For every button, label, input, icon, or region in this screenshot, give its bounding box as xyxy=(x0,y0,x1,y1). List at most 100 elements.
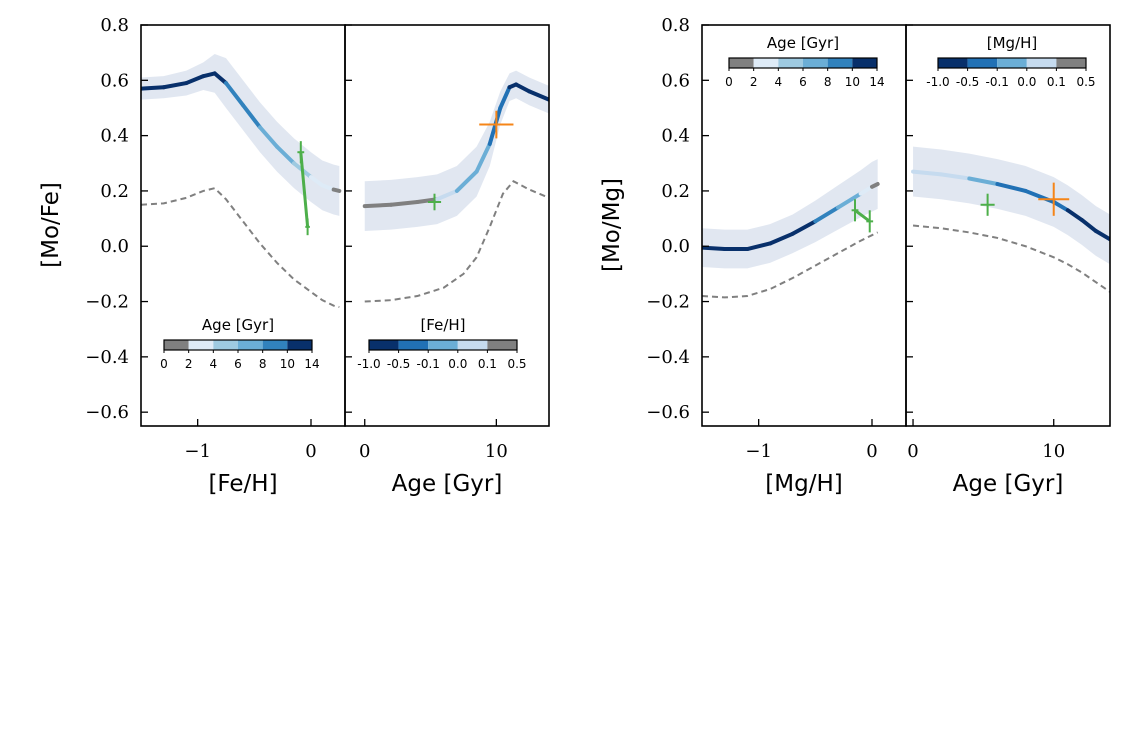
model-line-segment xyxy=(389,199,420,207)
model-line-segment xyxy=(745,241,772,252)
model-line-segment xyxy=(487,105,503,146)
colorbar-segment xyxy=(1056,58,1086,68)
right-ytick-label: 0.8 xyxy=(661,15,690,36)
left-y-ticks: 0.8 0.6 0.4 0.2 0.0 −0.2 −0.4 −0.6 xyxy=(85,15,129,423)
colorbar-segment xyxy=(753,58,779,68)
colorbar-tick-label: 4 xyxy=(775,75,783,89)
model-line-segment xyxy=(967,176,1000,187)
model-line-segment xyxy=(212,71,228,86)
colorbar-segment xyxy=(938,58,968,68)
colorbar-tick-label: 0.1 xyxy=(478,357,497,371)
plot-area xyxy=(362,70,549,303)
axes-frame xyxy=(344,24,550,427)
colorbar-tick-label: 0.5 xyxy=(1076,75,1095,89)
plot-area xyxy=(702,159,880,299)
colorbar-segment xyxy=(457,340,488,350)
colorbar-segment xyxy=(1026,58,1057,68)
left-y-axis-label: [Mo/Fe] xyxy=(38,182,64,268)
left-panel-group: [Mo/Fe] 0.8 0.6 0.4 0.2 0.0 −0.2 −0.4 −0.6 −1 0 [… xyxy=(38,15,550,497)
colorbar-age: Age [Gyr] 0 2 4 6 8 10 14 xyxy=(725,34,884,89)
green-errorbar-marker xyxy=(980,193,995,216)
colorbar-tick-label: -0.1 xyxy=(416,357,439,371)
green-track-line xyxy=(854,209,871,223)
model-line-segment xyxy=(320,183,336,192)
colorbar-feh: [Fe/H] -1.0 -0.5 -0.1 0.0 0.1 0.5 xyxy=(357,316,526,371)
model-line-segment xyxy=(275,144,296,166)
model-line-segment xyxy=(309,175,325,188)
colorbar-segment xyxy=(238,340,263,350)
uncertainty-band xyxy=(364,70,549,232)
colorbar-segment xyxy=(213,340,238,350)
model-line-segment xyxy=(498,85,512,110)
green-errorbar-marker xyxy=(297,141,305,164)
colorbar-tick-label: 6 xyxy=(234,357,242,371)
colorbar-tick-label: 0.1 xyxy=(1047,75,1066,89)
model-line-segment xyxy=(184,74,206,86)
green-errorbar-marker xyxy=(851,199,859,222)
colorbar-tick-label: 2 xyxy=(185,357,193,371)
colorbar-segment xyxy=(487,340,517,350)
model-line-segment xyxy=(241,103,262,130)
colorbar-tick-label: 0.5 xyxy=(507,357,526,371)
colorbar-segment xyxy=(369,340,399,350)
right-ytick-label: −0.6 xyxy=(646,402,690,423)
panel-momg-vs-age: 0 10 Age [Gyr] [Mg/H] -1.0 -0.5 -0.1 0.0 0.1 0.5 xyxy=(905,24,1111,497)
model-line-segment xyxy=(527,89,549,102)
model-line-segment xyxy=(790,219,818,236)
right-y-ticks: 0.8 0.6 0.4 0.2 0.0 −0.2 −0.4 −0.6 xyxy=(646,15,690,423)
colorbar-tick-label: 0 xyxy=(160,357,168,371)
xtick-label: 0 xyxy=(359,441,370,462)
right-ytick-label: 0.0 xyxy=(661,236,690,257)
colorbar-tick-label: -1.0 xyxy=(926,75,949,89)
xtick-label: 10 xyxy=(1042,441,1065,462)
colorbar-tick-label: 14 xyxy=(304,357,319,371)
colorbar-tick-label: -0.1 xyxy=(985,75,1008,89)
xtick-label: −1 xyxy=(745,441,772,462)
x-axis-label: [Fe/H] xyxy=(208,471,277,497)
colorbar-tick-label: 0.0 xyxy=(1017,75,1036,89)
colorbar-tick-label: 0 xyxy=(725,75,733,89)
model-line-segment xyxy=(813,205,840,224)
x-axis-label: Age [Gyr] xyxy=(392,471,503,497)
orange-errorbar-marker xyxy=(1038,182,1070,216)
colorbar-title: [Fe/H] xyxy=(420,316,465,334)
colorbar-tick-label: -0.5 xyxy=(956,75,979,89)
right-ytick-label: 0.4 xyxy=(661,126,690,147)
x-axis-label: [Mg/H] xyxy=(765,471,842,497)
colorbar-border xyxy=(368,339,518,351)
colorbar-segment xyxy=(778,58,803,68)
model-line-segment xyxy=(836,191,863,210)
xtick-label: 0 xyxy=(866,441,877,462)
model-line-segment xyxy=(911,169,944,177)
reference-dashed-line xyxy=(702,231,879,299)
colorbar-segment xyxy=(827,58,853,68)
left-ytick-label: −0.6 xyxy=(85,402,129,423)
colorbar-title: Age [Gyr] xyxy=(767,34,839,52)
left-ytick-label: 0.8 xyxy=(100,15,129,36)
model-line-segment xyxy=(514,82,532,94)
uncertainty-band xyxy=(702,159,878,269)
left-ytick-label: −0.4 xyxy=(85,347,129,368)
colorbar-tick-label: 10 xyxy=(280,357,295,371)
panel-mofe-vs-age: 0 10 Age [Gyr] [Fe/H] -1.0 -0.5 -0.1 0.0 0.1 0.5 xyxy=(344,24,550,497)
model-line-segment xyxy=(702,245,727,252)
colorbar-tick-label: 10 xyxy=(845,75,860,89)
uncertainty-band xyxy=(141,54,340,216)
colorbar-segment xyxy=(188,340,214,350)
reference-dashed-line xyxy=(912,224,1110,293)
model-line-segment xyxy=(224,81,245,108)
colorbar-tick-label: 14 xyxy=(869,75,884,89)
green-errorbar-marker xyxy=(866,210,874,233)
colorbar-segment xyxy=(803,58,828,68)
colorbar-tick-label: 4 xyxy=(210,357,218,371)
model-line-segment xyxy=(454,169,479,193)
left-ytick-label: 0.6 xyxy=(100,70,129,91)
colorbar-segment xyxy=(729,58,754,68)
right-ytick-label: −0.2 xyxy=(646,292,690,313)
colorbar-segment xyxy=(398,340,429,350)
left-ytick-label: −0.2 xyxy=(85,292,129,313)
x-axis-label: Age [Gyr] xyxy=(953,471,1064,497)
model-line-segment xyxy=(141,85,166,91)
colorbar-age: Age [Gyr] 0 2 4 6 8 10 14 xyxy=(160,316,319,371)
